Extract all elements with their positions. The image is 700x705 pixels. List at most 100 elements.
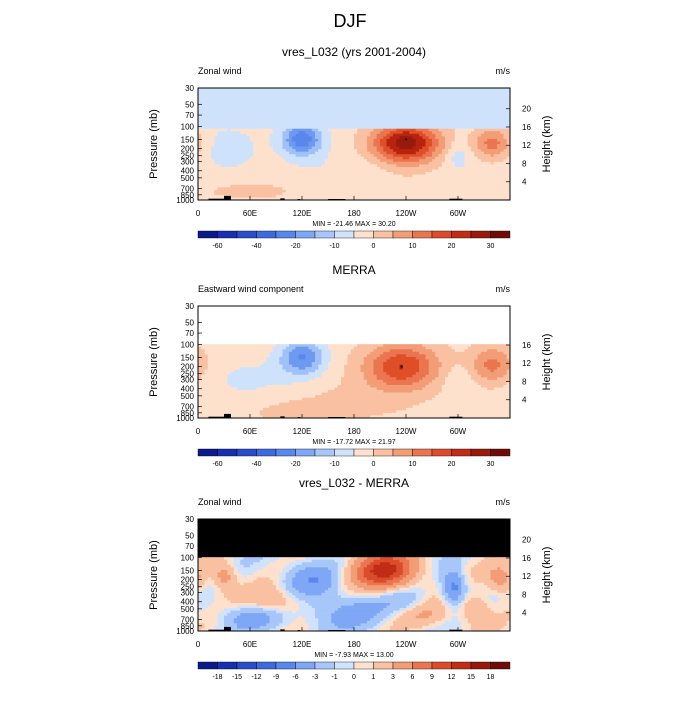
heatmap-cell: [257, 195, 261, 198]
heatmap-cell: [419, 157, 423, 160]
heatmap-cell: [439, 164, 443, 167]
heatmap-cell: [250, 126, 254, 129]
heatmap-cell: [328, 190, 332, 193]
heatmap-cell: [286, 144, 290, 147]
heatmap-cell: [289, 167, 293, 170]
heatmap-cell: [383, 131, 387, 134]
heatmap-cell: [354, 180, 358, 183]
heatmap-cell: [331, 136, 335, 139]
heatmap-cell: [432, 149, 436, 152]
heatmap-cell: [374, 180, 378, 183]
heatmap-cell: [338, 103, 342, 106]
heatmap-cell: [312, 187, 316, 190]
heatmap-cell: [481, 192, 485, 195]
heatmap-cell: [455, 108, 459, 111]
heatmap-cell: [439, 147, 443, 150]
heatmap-cell: [270, 314, 274, 317]
heatmap-cell: [328, 319, 332, 322]
heatmap-cell: [208, 175, 212, 178]
heatmap-cell: [270, 190, 274, 193]
heatmap-cell: [504, 172, 508, 175]
heatmap-cell: [478, 321, 482, 324]
heatmap-cell: [260, 316, 264, 319]
heatmap-cell: [205, 167, 209, 170]
heatmap-cell: [370, 154, 374, 157]
heatmap-cell: [393, 316, 397, 319]
heatmap-cell: [338, 187, 342, 190]
heatmap-cell: [302, 108, 306, 111]
heatmap-cell: [390, 91, 394, 94]
heatmap-cell: [413, 154, 417, 157]
heatmap-cell: [471, 187, 475, 190]
heatmap-cell: [247, 147, 251, 150]
heatmap-cell: [325, 113, 329, 116]
heatmap-cell: [380, 98, 384, 101]
heatmap-cell: [211, 324, 215, 327]
heatmap-cell: [374, 98, 378, 101]
heatmap-cell: [247, 106, 251, 109]
heatmap-cell: [247, 154, 251, 157]
heatmap-cell: [214, 141, 218, 144]
heatmap-cell: [432, 180, 436, 183]
heatmap-cell: [439, 195, 443, 198]
heatmap-cell: [331, 126, 335, 129]
heatmap-cell: [419, 129, 423, 132]
heatmap-cell: [497, 152, 501, 155]
heatmap-cell: [370, 149, 374, 152]
heatmap-cell: [341, 91, 345, 94]
heatmap-cell: [296, 126, 300, 129]
heatmap-cell: [390, 185, 394, 188]
heatmap-cell: [348, 177, 352, 180]
heatmap-cell: [221, 177, 225, 180]
heatmap-cell: [481, 159, 485, 162]
heatmap-cell: [305, 144, 309, 147]
heatmap-cell: [422, 113, 426, 116]
heatmap-cell: [263, 185, 267, 188]
heatmap-cell: [348, 321, 352, 324]
heatmap-cell: [354, 129, 358, 132]
heatmap-cell: [474, 101, 478, 104]
heatmap-cell: [387, 141, 391, 144]
heatmap-cell: [260, 131, 264, 134]
heatmap-cell: [468, 106, 472, 109]
heatmap-cell: [465, 172, 469, 175]
heatmap-cell: [344, 172, 348, 175]
heatmap-cell: [497, 124, 501, 127]
heatmap-cell: [312, 182, 316, 185]
heatmap-cell: [409, 129, 413, 132]
heatmap-cell: [354, 172, 358, 175]
heatmap-cell: [452, 121, 456, 124]
heatmap-cell: [260, 124, 264, 127]
heatmap-cell: [458, 126, 462, 129]
heatmap-cell: [253, 162, 257, 165]
heatmap-cell: [442, 139, 446, 142]
heatmap-cell: [227, 126, 231, 129]
heatmap-cell: [500, 177, 504, 180]
heatmap-cell: [224, 319, 228, 322]
heatmap-cell: [279, 187, 283, 190]
heatmap-cell: [487, 96, 491, 99]
heatmap-cell: [234, 311, 238, 314]
heatmap-cell: [461, 124, 465, 127]
heatmap-cell: [455, 311, 459, 314]
heatmap-cell: [448, 136, 452, 139]
heatmap-cell: [439, 162, 443, 165]
heatmap-cell: [487, 141, 491, 144]
heatmap-cell: [487, 152, 491, 155]
heatmap-cell: [292, 195, 296, 198]
heatmap-cell: [211, 190, 215, 193]
heatmap-cell: [448, 91, 452, 94]
heatmap-cell: [419, 103, 423, 106]
heatmap-cell: [341, 157, 345, 160]
heatmap-cell: [312, 172, 316, 175]
heatmap-cell: [364, 144, 368, 147]
heatmap-cell: [357, 116, 361, 119]
heatmap-cell: [341, 162, 345, 165]
heatmap-cell: [374, 167, 378, 170]
heatmap-cell: [354, 154, 358, 157]
heatmap-cell: [354, 311, 358, 314]
heatmap-cell: [367, 113, 371, 116]
heatmap-cell: [474, 136, 478, 139]
heatmap-cell: [198, 131, 202, 134]
heatmap-cell: [461, 185, 465, 188]
